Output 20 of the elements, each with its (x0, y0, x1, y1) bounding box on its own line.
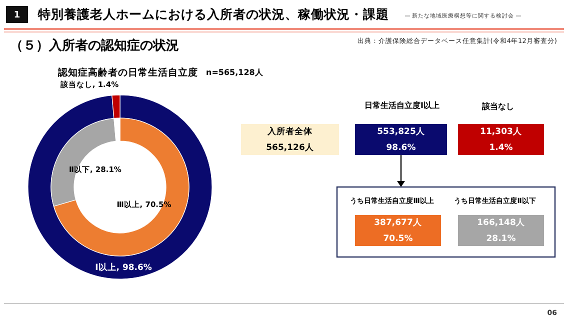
donut-slice (28, 94, 212, 280)
text: 166,148人 (477, 216, 526, 228)
text: 入所者全体 (266, 126, 314, 137)
text: 98.6% (386, 142, 416, 153)
text: 該当なし (481, 101, 514, 112)
donut-slice (53, 118, 190, 256)
text: 553,825人 (377, 126, 426, 137)
chart-title: 認知症高齢者の日常生活自立度 (57, 66, 198, 79)
text: 387,677人 (374, 216, 423, 228)
text: 1.4% (489, 142, 514, 153)
text: 日常生活自立度Ⅰ以上 (364, 100, 440, 110)
text: 1 (14, 10, 20, 20)
text: 565,126人 (266, 142, 315, 153)
text: 28.1% (486, 234, 516, 244)
slice-label: Ⅰ以上, 98.6% (95, 262, 152, 273)
text: 70.5% (383, 234, 414, 244)
text: 特別養護老人ホームにおける入所者の状況、稼働状況・課題 (37, 6, 389, 22)
text: 11,303人 (480, 126, 523, 137)
text: （５）入所者の認知症の状況 (10, 38, 179, 54)
text: n=565,128人 (206, 68, 264, 78)
